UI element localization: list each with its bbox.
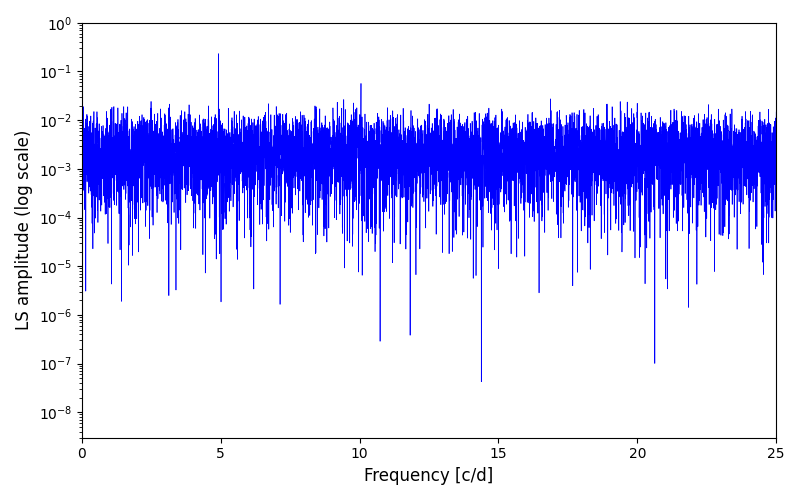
Y-axis label: LS amplitude (log scale): LS amplitude (log scale)	[15, 130, 33, 330]
X-axis label: Frequency [c/d]: Frequency [c/d]	[364, 467, 494, 485]
